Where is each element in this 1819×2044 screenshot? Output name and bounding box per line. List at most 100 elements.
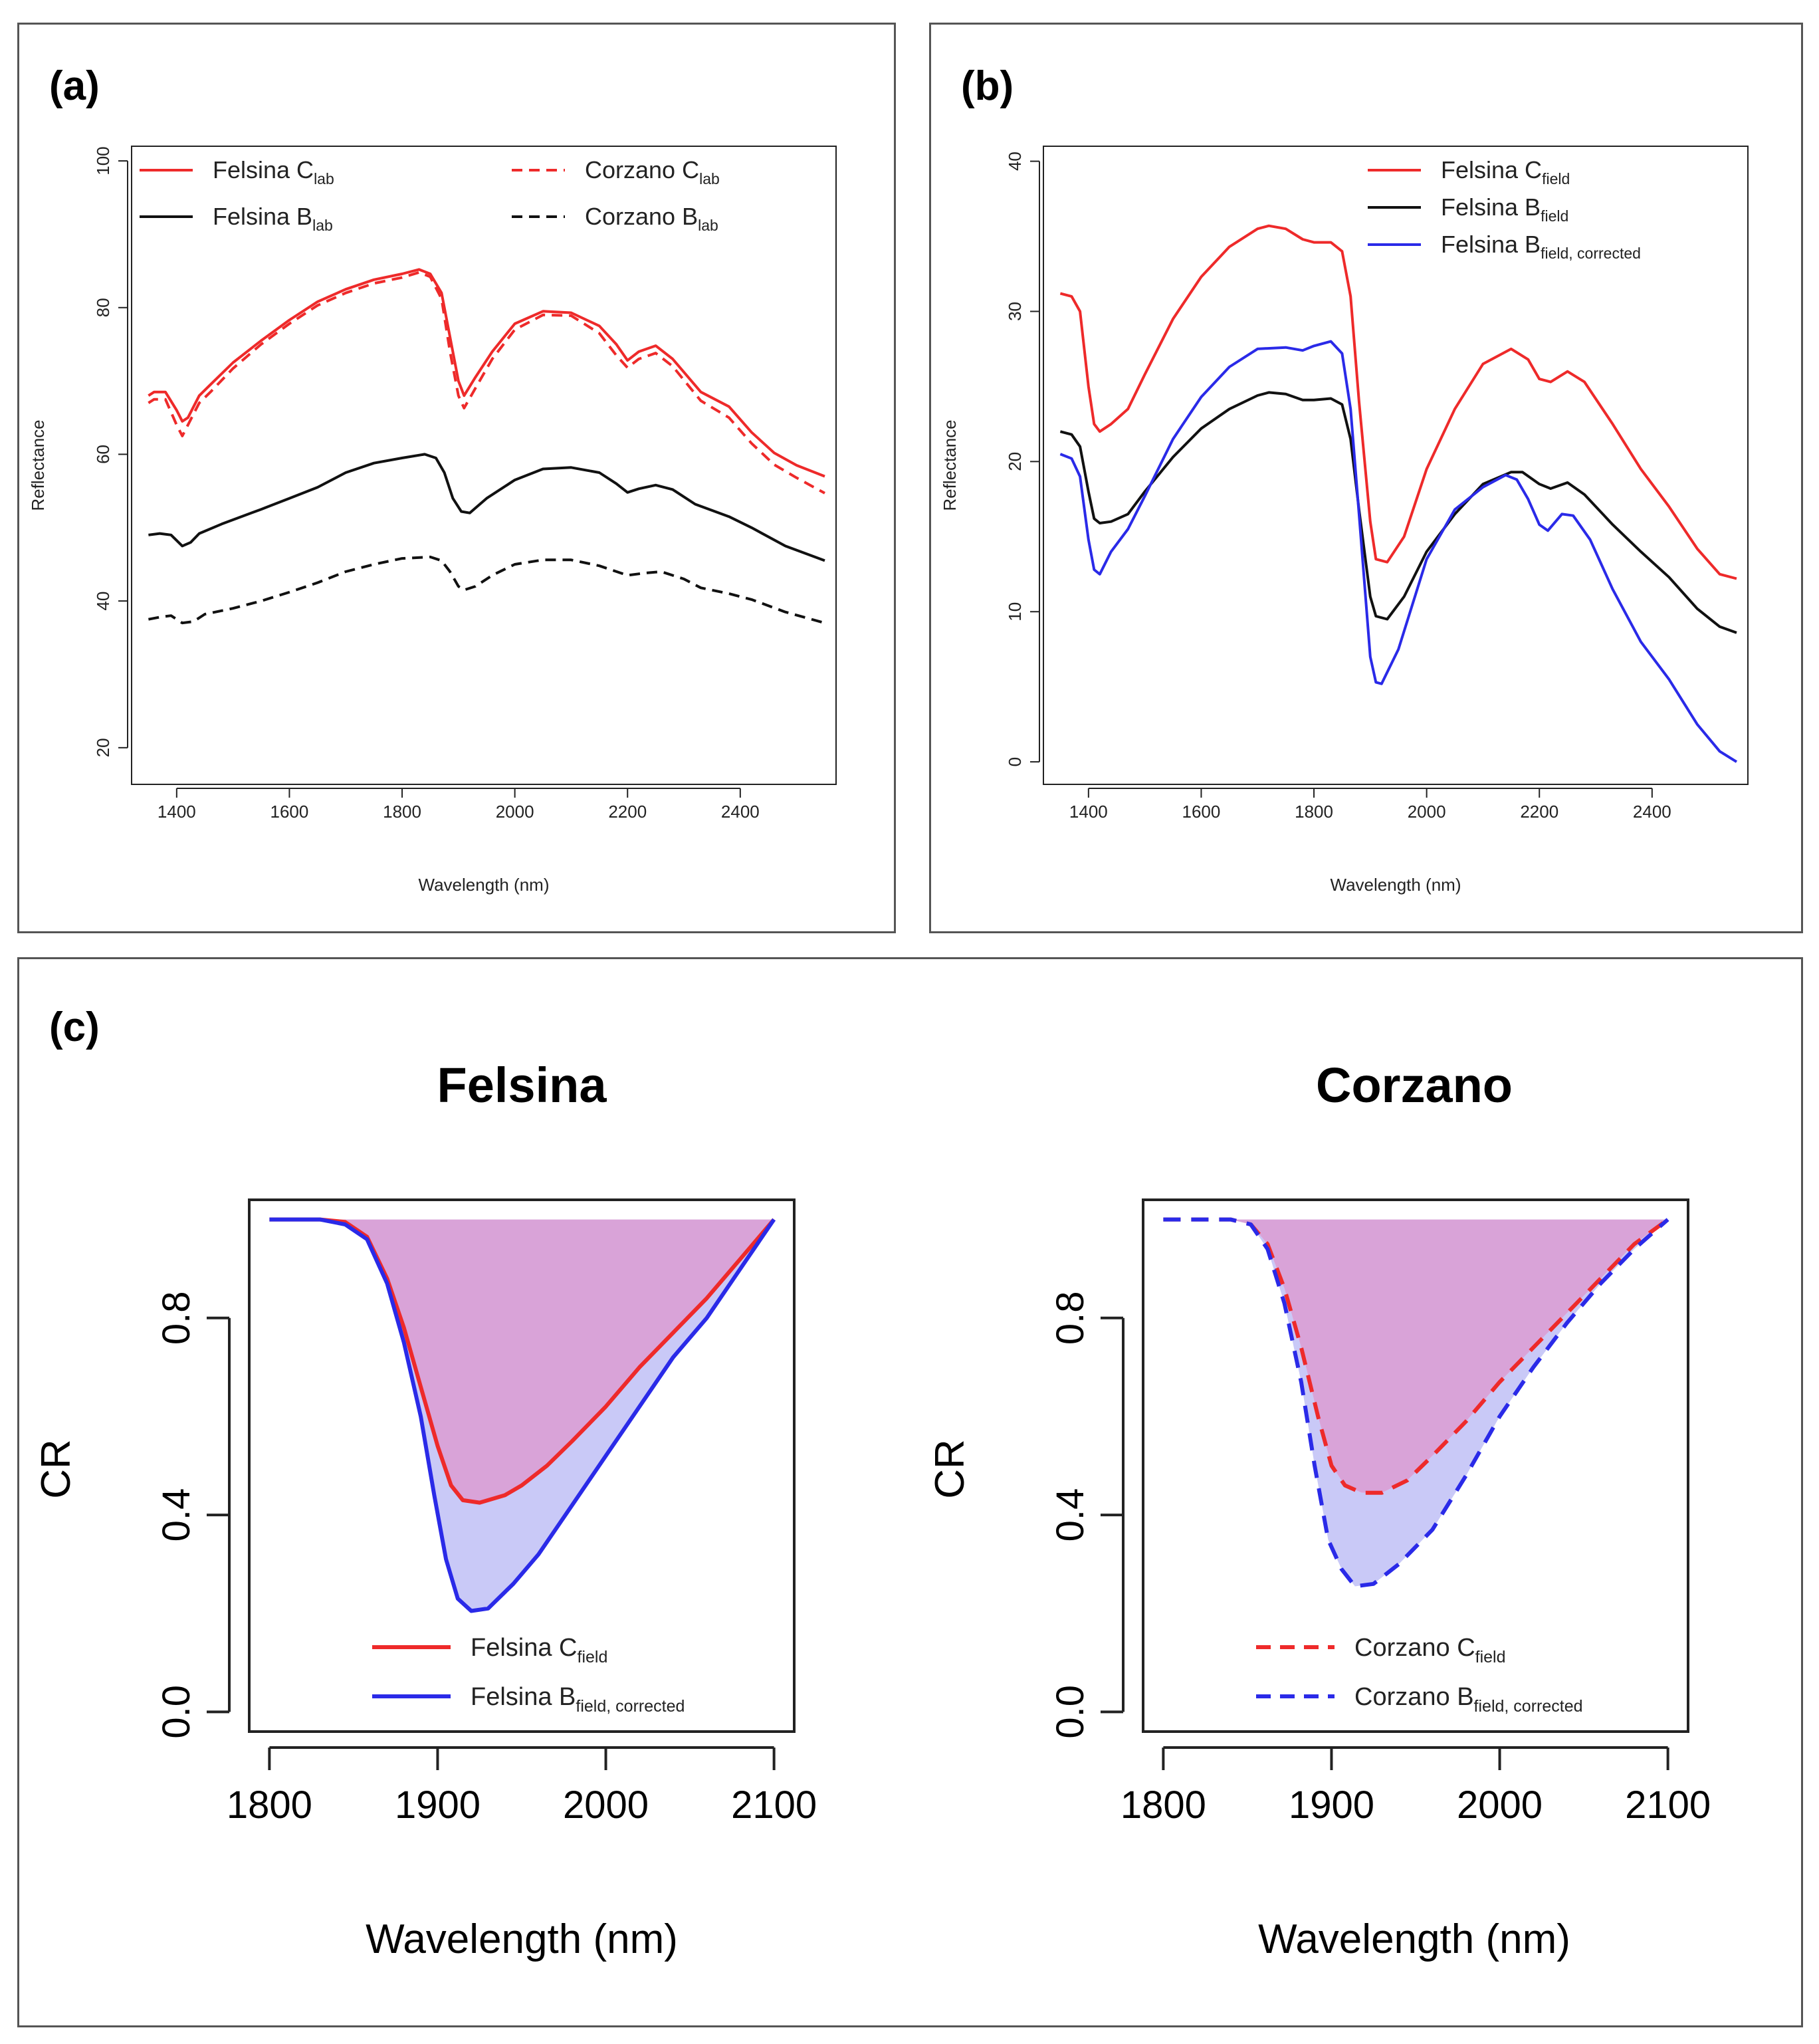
corzano-title: Corzano (1316, 1058, 1513, 1113)
panel-c-left-x-tick-label-3: 2100 (731, 1783, 817, 1827)
panel-c-right-line-1 (1163, 1217, 1669, 1589)
panel-a-x-tick-label-4: 2200 (608, 802, 647, 822)
panel-a-legend-name-0: Felsina C (213, 156, 314, 183)
panel-b-line-2 (1059, 340, 1738, 763)
panel-a-legend-label-2: Felsina Blab (213, 203, 333, 234)
panel-b-legend-subscript-0: field (1542, 170, 1570, 187)
panel-b-legend-name-1: Felsina B (1441, 193, 1541, 221)
panel-a-y-tick-label-3: 80 (93, 298, 113, 317)
panel-c-right-x-tick-label-1: 1900 (1289, 1783, 1374, 1827)
panel-c-left-legend-label-0: Felsina Cfield (471, 1634, 607, 1666)
panel-b-legend-label-0: Felsina Cfield (1441, 156, 1570, 187)
panel-c-frame (17, 957, 1803, 2027)
panel-c-left-x-tick-label-2: 2000 (563, 1783, 649, 1827)
panel-a-y-tick-label-1: 40 (93, 592, 113, 611)
panel-a-legend-name-1: Corzano C (585, 156, 699, 183)
panel-c-right-legend-name-1: Corzano B (1354, 1683, 1474, 1711)
panel-b-x-tick-label-2: 1800 (1295, 802, 1333, 822)
panel-a-legend-label-0: Felsina Clab (213, 156, 334, 187)
panel-a-frame (17, 23, 896, 933)
panel-c-left-x-tick-label-0: 1800 (227, 1783, 312, 1827)
panel-a-y-tick-label-2: 60 (93, 445, 113, 464)
panel-c-right-legend-subscript-0: field (1475, 1648, 1506, 1666)
panel-b-plot: 1400 1600 1800 2000 2200 2400 0 10 20 30 40 Felsina… (1005, 146, 1749, 822)
panel-a-x-tick-label-3: 2000 (496, 802, 534, 822)
panel-c-left-legend-subscript-0: field (578, 1648, 608, 1666)
panel-a-line-0 (148, 268, 825, 478)
panel-b-line-0 (1059, 224, 1737, 580)
panel-b-y-tick-label-0: 0 (1005, 757, 1025, 766)
panel-c-right-y-tick-label-2: 0.8 (1049, 1291, 1092, 1345)
panel-b-x-tick-label-0: 1400 (1069, 802, 1108, 822)
panel-c-right-x-tick-label-3: 2100 (1625, 1783, 1711, 1827)
panel-b-legend-label-1: Felsina Bfield (1441, 193, 1568, 225)
panel-c-label: (c) (49, 1004, 100, 1050)
panel-a-legend-label-3: Corzano Blab (585, 203, 718, 234)
panel-c-right-y-tick-label-1: 0.4 (1049, 1488, 1092, 1542)
panel-a-x-tick-label-0: 1400 (158, 802, 196, 822)
panel-c-right-ylabel: CR (927, 1439, 973, 1499)
panel-c-right-legend-label-1: Corzano Bfield, corrected (1354, 1683, 1583, 1716)
panel-a-xlabel: Wavelength (nm) (419, 875, 550, 895)
panel-c-right-x-tick-label-0: 1800 (1121, 1783, 1206, 1827)
panel-c-left-area-difference (269, 1219, 774, 1611)
panel-b-x-tick-label-5: 2400 (1633, 802, 1671, 822)
panel-c-right-plot-box (1142, 1198, 1689, 1733)
panel-b-ylabel: Reflectance (940, 419, 960, 511)
panel-c-left-y-tick-label-2: 0.8 (155, 1291, 198, 1345)
panel-b-label: (b) (961, 63, 1014, 109)
panel-b-y-tick-label-1: 10 (1005, 602, 1025, 622)
panel-c-right-y-tick-label-0: 0.0 (1049, 1685, 1092, 1739)
felsina-title: Felsina (437, 1058, 607, 1113)
panel-a-y-tick-label-4: 100 (93, 146, 113, 175)
panel-a-legend-subscript-2: lab (312, 217, 333, 234)
panel-c-left-y-tick-label-1: 0.4 (155, 1488, 198, 1542)
panel-b-x-tick-label-4: 2200 (1520, 802, 1558, 822)
panel-c-right-legend-label-0: Corzano Cfield (1354, 1634, 1506, 1666)
panel-c-left-legend-subscript-1: field, corrected (576, 1697, 685, 1716)
panel-a-x-tick-label-2: 1800 (383, 802, 421, 822)
panel-c-left-line-1 (269, 1217, 776, 1613)
panel-a-legend-subscript-0: lab (314, 170, 334, 187)
panel-c-right-x-tick-label-2: 2000 (1457, 1783, 1543, 1827)
panel-c-left-x-tick-label-1: 1900 (395, 1783, 481, 1827)
panel-a-line-2 (148, 453, 825, 562)
panel-a-line-3 (148, 555, 825, 625)
panel-c-right-area-absorption (1163, 1219, 1668, 1493)
panel-b-y-tick-label-2: 20 (1005, 452, 1025, 471)
panel-a-line-1 (148, 271, 825, 495)
panel-a-x-tick-label-5: 2400 (721, 802, 760, 822)
panel-c-left-legend-label-1: Felsina Bfield, corrected (471, 1683, 685, 1716)
panel-b-legend-subscript-2: field, corrected (1541, 245, 1641, 262)
panel-b-y-tick-label-4: 40 (1005, 152, 1025, 171)
panel-b-legend-name-2: Felsina B (1441, 231, 1541, 258)
panel-b-legend-subscript-1: field (1541, 207, 1568, 225)
panel-c-right-legend-name-0: Corzano C (1354, 1634, 1475, 1662)
panel-a-plot: 1400 1600 1800 2000 2200 2400 20 40 60 80 100 Felsi… (93, 146, 837, 822)
panel-a-label: (a) (49, 63, 100, 109)
panel-c-left-area-absorption (269, 1219, 774, 1503)
panel-a-x-tick-label-1: 1600 (270, 802, 309, 822)
panel-a-legend-label-1: Corzano Clab (585, 156, 720, 187)
panel-c-right-xlabel: Wavelength (nm) (1258, 1916, 1570, 1962)
panel-c-right-legend-subscript-1: field, corrected (1474, 1697, 1583, 1716)
panel-a-plot-box (131, 146, 837, 785)
panel-a-legend-subscript-3: lab (698, 217, 718, 234)
panel-b-legend-label-2: Felsina Bfield, corrected (1441, 231, 1641, 262)
panel-a-ylabel: Reflectance (28, 419, 48, 511)
panel-b-line-1 (1059, 391, 1737, 634)
panel-a-y-tick-label-0: 20 (93, 738, 113, 757)
panel-c-left-plot-box (248, 1198, 796, 1733)
panel-a-legend-name-2: Felsina B (213, 203, 312, 230)
panel-b-y-tick-label-3: 30 (1005, 302, 1025, 321)
panel-b-legend-name-0: Felsina C (1441, 156, 1542, 183)
panel-c-left-xlabel: Wavelength (nm) (366, 1916, 678, 1962)
panel-c-left-legend-name-0: Felsina C (471, 1634, 578, 1662)
panel-c-left-legend-name-1: Felsina B (471, 1683, 576, 1711)
panel-b-xlabel: Wavelength (nm) (1331, 875, 1461, 895)
panel-a-legend-subscript-1: lab (699, 170, 720, 187)
panel-c-left-ylabel: CR (33, 1439, 79, 1499)
panel-c-left-y-tick-label-0: 0.0 (155, 1685, 198, 1739)
